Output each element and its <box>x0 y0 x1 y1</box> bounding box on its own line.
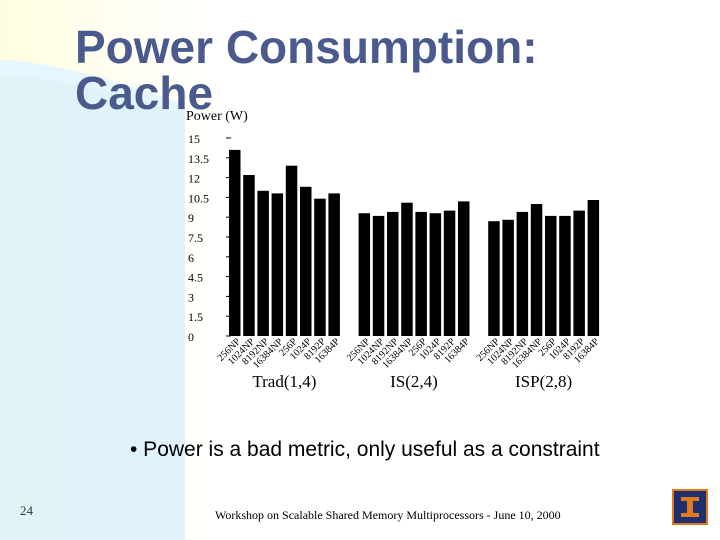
slide-title-line-2: Cache <box>75 67 214 119</box>
y-tick-label: 10.5 <box>188 191 209 205</box>
group-label: IS(2,4) <box>390 372 438 391</box>
y-tick-label: 12 <box>188 172 200 186</box>
bar <box>387 211 399 336</box>
bar <box>328 193 340 336</box>
y-tick-label: 0 <box>188 330 194 344</box>
bar <box>358 213 371 336</box>
y-tick-label: 1.5 <box>188 310 203 324</box>
bar <box>229 149 241 336</box>
slide-title-line-1: Power Consumption: <box>75 21 538 73</box>
group-label: ISP(2,8) <box>515 372 572 391</box>
y-tick-label: 3 <box>188 290 194 304</box>
university-logo <box>672 489 708 525</box>
bar <box>443 210 456 336</box>
bar <box>587 200 600 336</box>
bar <box>243 175 255 336</box>
y-tick-label: 15 <box>188 132 200 146</box>
bar <box>415 211 427 336</box>
footer-text: Workshop on Scalable Shared Memory Multi… <box>215 508 561 522</box>
bar <box>285 165 298 336</box>
group-labels: Trad(1,4) IS(2,4) ISP(2,8) <box>252 372 572 391</box>
group-label: Trad(1,4) <box>252 372 316 391</box>
bar <box>257 190 269 336</box>
bar <box>271 193 284 336</box>
bar <box>314 198 326 336</box>
y-tick-label: 9 <box>188 211 194 225</box>
bar <box>530 204 543 336</box>
y-tick-label: 6 <box>188 251 194 265</box>
y-tick-labels: 0 1.5 3 4.5 6 7.5 9 10.5 12 13.5 15 <box>188 132 231 344</box>
x-tick-labels: 256NP1024NP8192NP16384NP256P1024P8192P16… <box>215 336 601 371</box>
bar <box>559 215 571 336</box>
bar <box>488 221 500 336</box>
y-axis-label: Power (W) <box>186 109 248 124</box>
bar <box>516 211 529 336</box>
slide-title: Power Consumption: Cache <box>75 24 538 116</box>
bullet-point: • Power is a bad metric, only useful as … <box>130 438 600 461</box>
bars <box>229 149 600 336</box>
bar <box>545 215 557 336</box>
y-tick-label: 7.5 <box>188 231 203 245</box>
slide-number: 24 <box>20 503 33 518</box>
bar <box>458 201 470 336</box>
bar <box>401 202 413 336</box>
y-tick-label: 13.5 <box>188 152 209 166</box>
bar <box>573 210 585 336</box>
y-tick-label: 4.5 <box>188 271 203 285</box>
bar <box>300 186 312 336</box>
bar <box>372 215 385 336</box>
bar <box>429 213 442 336</box>
bar <box>502 219 514 336</box>
